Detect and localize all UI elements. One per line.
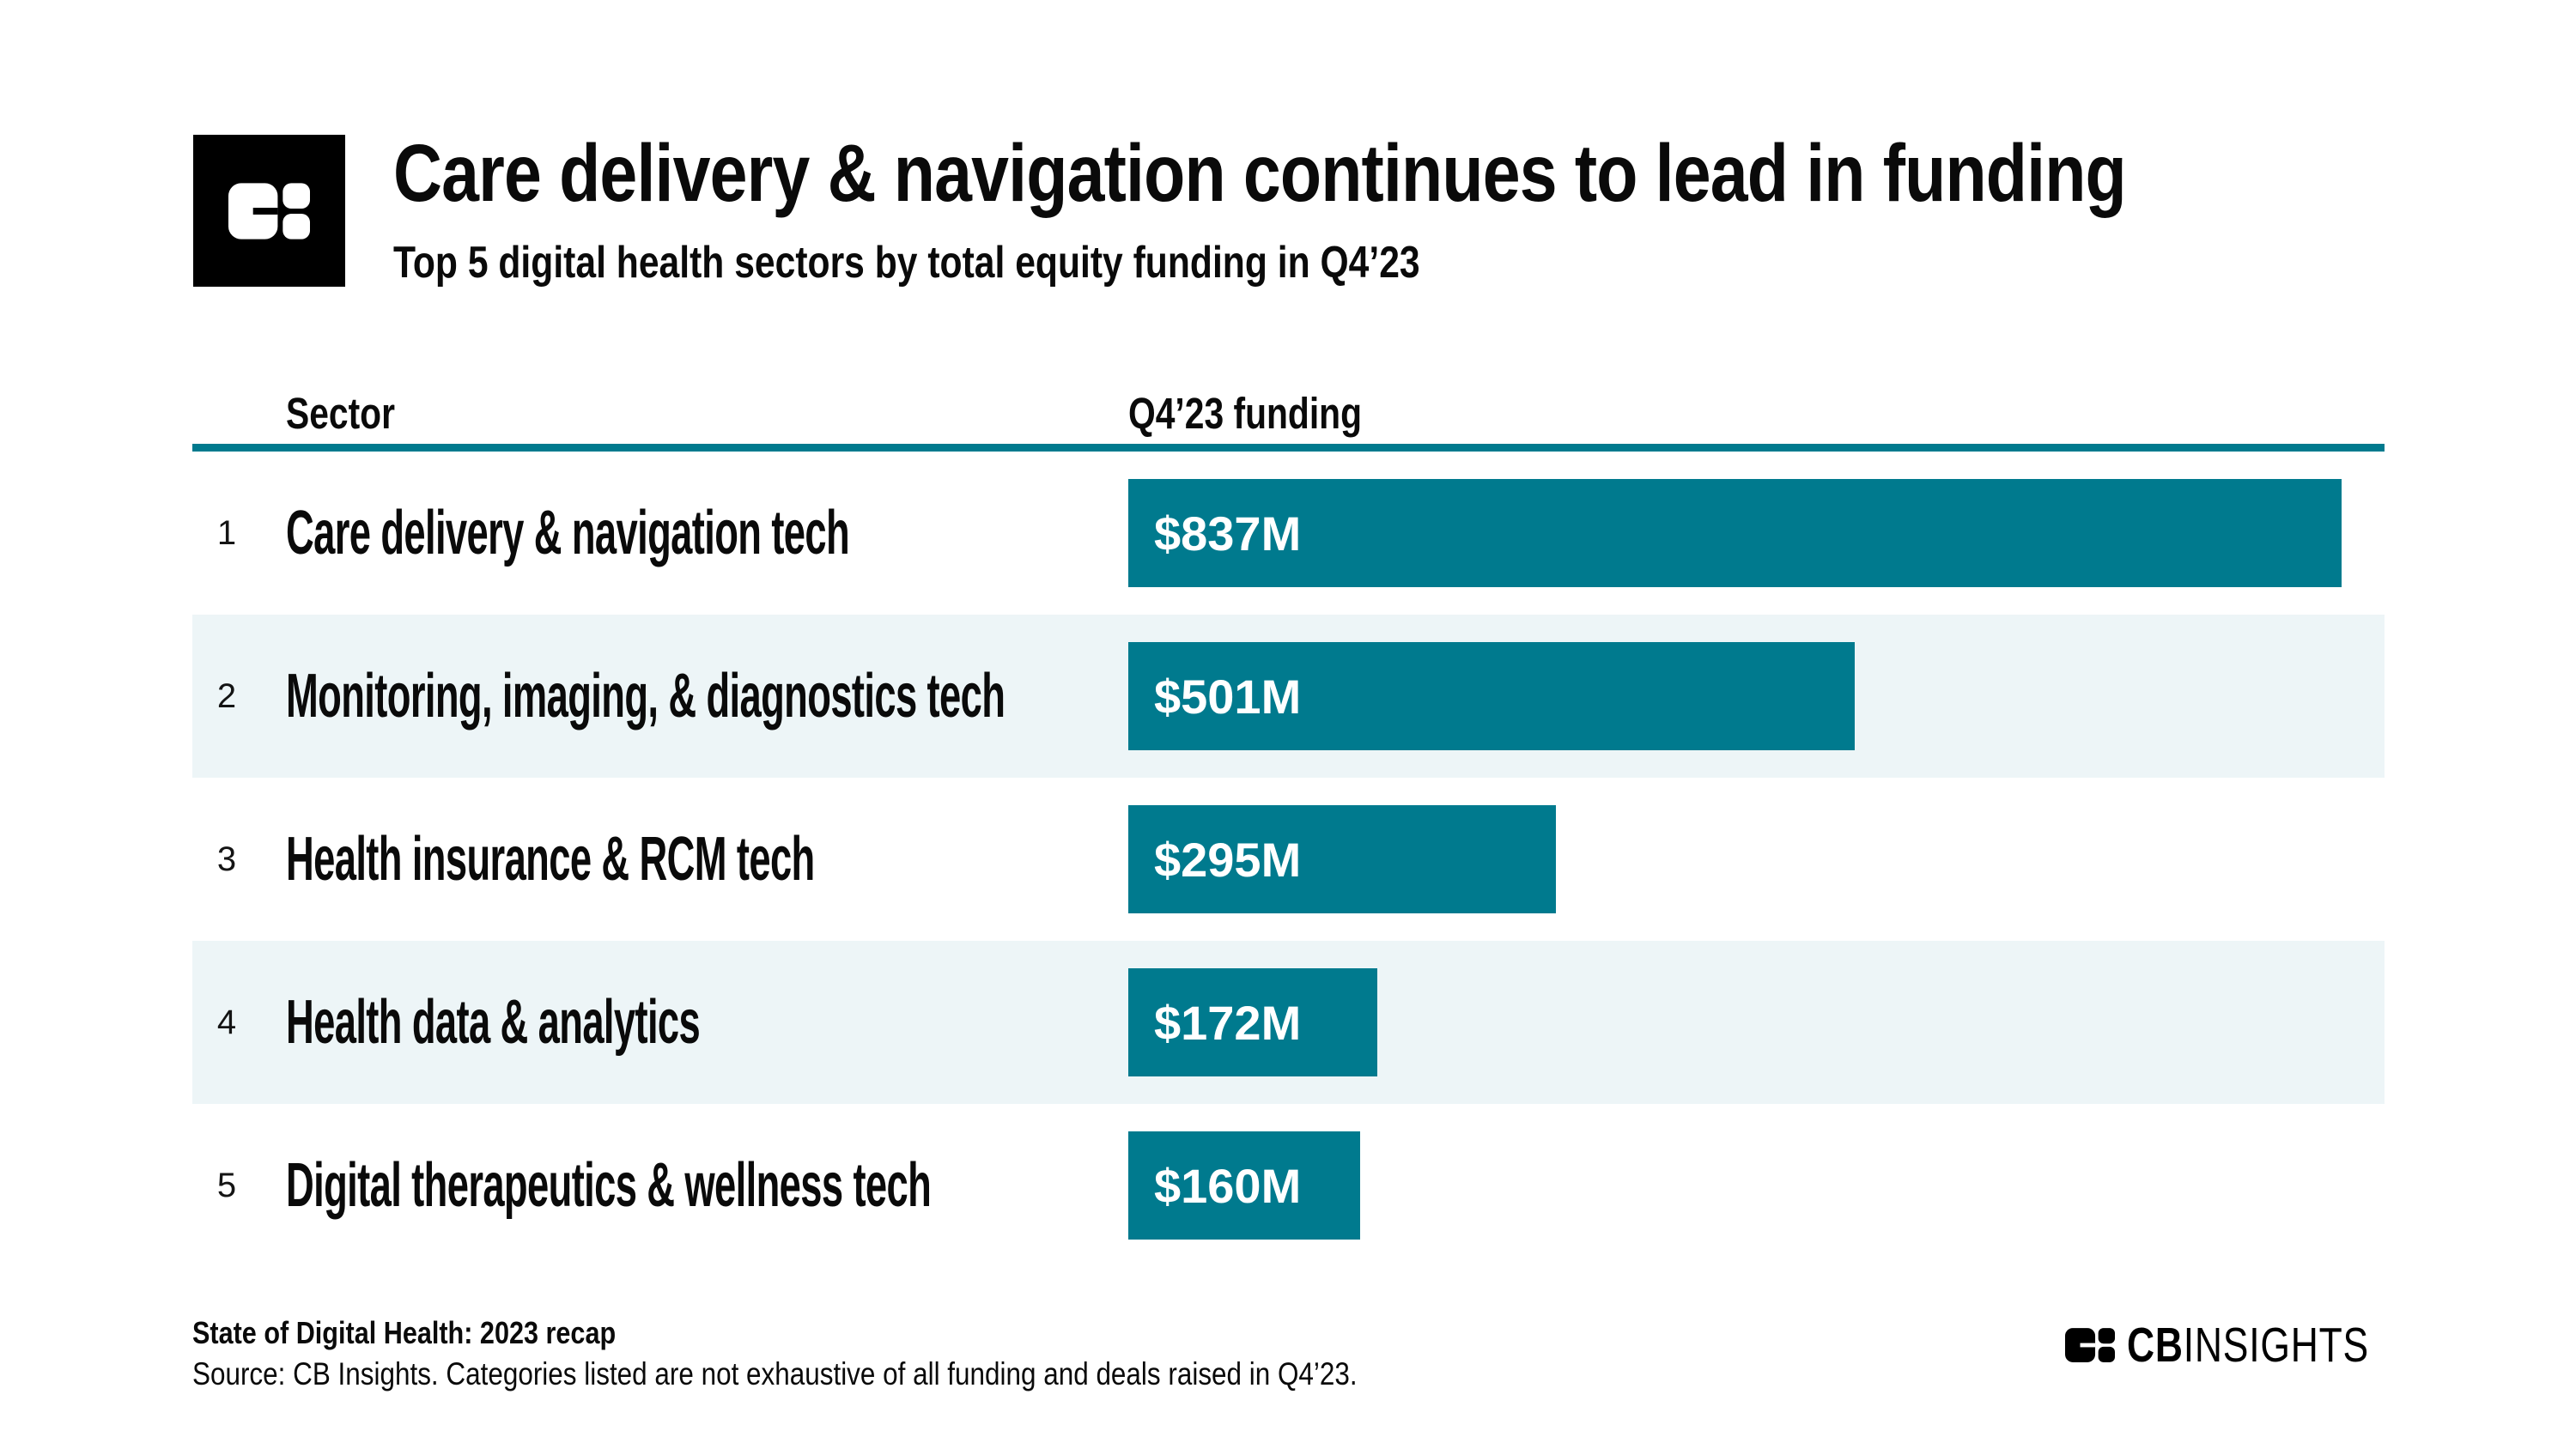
table-row: 4 Health data & analytics $172M — [192, 941, 2385, 1104]
funding-value: $837M — [1154, 506, 1302, 561]
cb-insights-mark-icon — [2065, 1328, 2115, 1362]
brand-insights: INSIGHTS — [2183, 1318, 2369, 1373]
sector-label: Digital therapeutics & wellness tech — [286, 1151, 932, 1220]
page-title: Care delivery & navigation continues to … — [393, 128, 2127, 219]
footer-report-title: State of Digital Health: 2023 recap — [192, 1315, 617, 1350]
funding-bar: $160M — [1128, 1131, 1360, 1240]
cb-insights-mark-icon — [228, 182, 310, 239]
footer-source-note: Source: CB Insights. Categories listed a… — [192, 1356, 1358, 1391]
funding-bar: $837M — [1128, 479, 2342, 587]
funding-value: $172M — [1154, 995, 1302, 1050]
column-header-sector: Sector — [286, 389, 395, 438]
table-row: 5 Digital therapeutics & wellness tech $… — [192, 1104, 2385, 1267]
header-divider — [192, 444, 2385, 452]
table-row: 3 Health insurance & RCM tech $295M — [192, 778, 2385, 941]
rank-number: 2 — [216, 676, 237, 715]
funding-value: $160M — [1154, 1158, 1302, 1213]
sector-label: Health insurance & RCM tech — [286, 825, 815, 894]
table-body: 1 Care delivery & navigation tech $837M … — [192, 452, 2385, 1267]
funding-bar: $172M — [1128, 968, 1377, 1076]
page-subtitle: Top 5 digital health sectors by total eq… — [393, 237, 1420, 288]
table-header-row: Sector Q4’23 funding — [192, 388, 2385, 438]
funding-table: Sector Q4’23 funding 1 Care delivery & n… — [192, 388, 2385, 1267]
rank-number: 3 — [216, 840, 237, 878]
header: Care delivery & navigation continues to … — [393, 129, 2540, 288]
cb-insights-logo-square — [193, 135, 345, 287]
brand-text: CBINSIGHTS — [2127, 1317, 2369, 1373]
sector-label: Care delivery & navigation tech — [286, 499, 850, 567]
rank-number: 1 — [216, 513, 237, 552]
funding-bar: $295M — [1128, 805, 1556, 913]
funding-value: $295M — [1154, 832, 1302, 887]
funding-bar: $501M — [1128, 642, 1855, 750]
sector-label: Monitoring, imaging, & diagnostics tech — [286, 662, 1005, 731]
table-row: 1 Care delivery & navigation tech $837M — [192, 452, 2385, 615]
footer: State of Digital Health: 2023 recap Sour… — [192, 1315, 1563, 1392]
funding-value: $501M — [1154, 669, 1302, 724]
cb-insights-wordmark: CBINSIGHTS — [2065, 1318, 2438, 1373]
rank-number: 5 — [216, 1166, 237, 1204]
table-row: 2 Monitoring, imaging, & diagnostics tec… — [192, 615, 2385, 778]
sector-label: Health data & analytics — [286, 988, 701, 1057]
rank-number: 4 — [216, 1003, 237, 1041]
brand-cb: CB — [2127, 1318, 2184, 1373]
column-header-funding: Q4’23 funding — [1128, 389, 1363, 438]
